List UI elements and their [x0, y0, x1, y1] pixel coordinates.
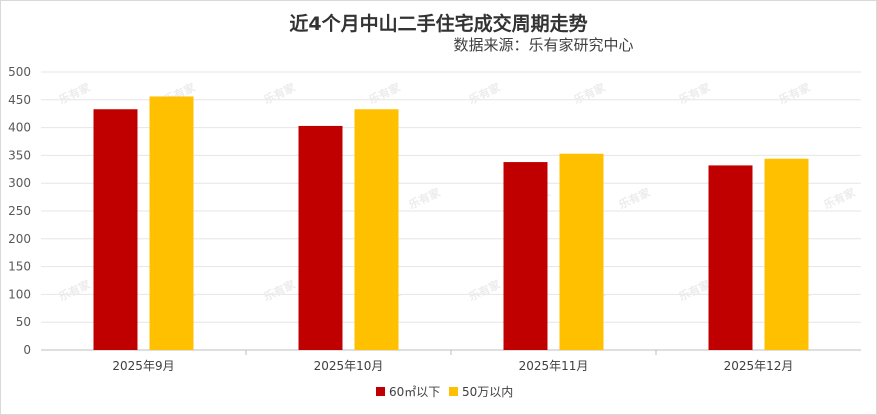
bar-series2 — [764, 158, 809, 350]
watermark-text: 乐有家 — [366, 80, 403, 107]
x-tick-label: 2025年11月 — [519, 359, 589, 373]
y-tick-label: 350 — [8, 148, 31, 162]
y-tick-label: 300 — [8, 176, 31, 190]
bar-series1 — [298, 125, 343, 350]
y-tick-label: 150 — [8, 260, 31, 274]
watermark-text: 乐有家 — [466, 277, 503, 304]
bar-series2 — [354, 109, 399, 350]
bar-series2 — [559, 153, 604, 350]
watermark-text: 乐有家 — [676, 277, 713, 304]
legend-swatch — [376, 387, 385, 396]
watermark-text: 乐有家 — [406, 185, 443, 212]
watermark-text: 乐有家 — [676, 80, 713, 107]
y-tick-label: 250 — [8, 204, 31, 218]
x-tick-label: 2025年12月 — [724, 359, 794, 373]
chart-subtitle: 数据来源：乐有家研究中心 — [453, 36, 634, 54]
bar-series2 — [149, 96, 194, 351]
legend-label: 60㎡以下 — [389, 385, 440, 399]
legend-swatch — [449, 387, 458, 396]
bar-series1 — [708, 165, 753, 350]
x-tick-label: 2025年9月 — [112, 359, 174, 373]
y-tick-label: 50 — [16, 315, 31, 329]
watermark-text: 乐有家 — [616, 185, 653, 212]
watermark-text: 乐有家 — [56, 80, 93, 107]
y-tick-label: 100 — [8, 287, 31, 301]
bar-series1 — [503, 162, 548, 350]
y-tick-label: 500 — [8, 65, 31, 79]
y-tick-label: 0 — [23, 343, 31, 357]
x-tick-label: 2025年10月 — [314, 359, 384, 373]
y-tick-label: 450 — [8, 93, 31, 107]
chart-title: 近4个月中山二手住宅成交周期走势 — [289, 13, 588, 35]
watermark-text: 乐有家 — [466, 80, 503, 107]
y-tick-label: 400 — [8, 121, 31, 135]
watermark-text: 乐有家 — [261, 277, 298, 304]
y-tick-label: 200 — [8, 232, 31, 246]
watermark-text: 乐有家 — [261, 80, 298, 107]
bar-series1 — [93, 109, 138, 350]
watermark-text: 乐有家 — [571, 80, 608, 107]
watermark-text: 乐有家 — [776, 80, 813, 107]
watermark-text: 乐有家 — [821, 185, 858, 212]
legend-label: 50万以内 — [462, 385, 513, 399]
watermark-text: 乐有家 — [56, 277, 93, 304]
